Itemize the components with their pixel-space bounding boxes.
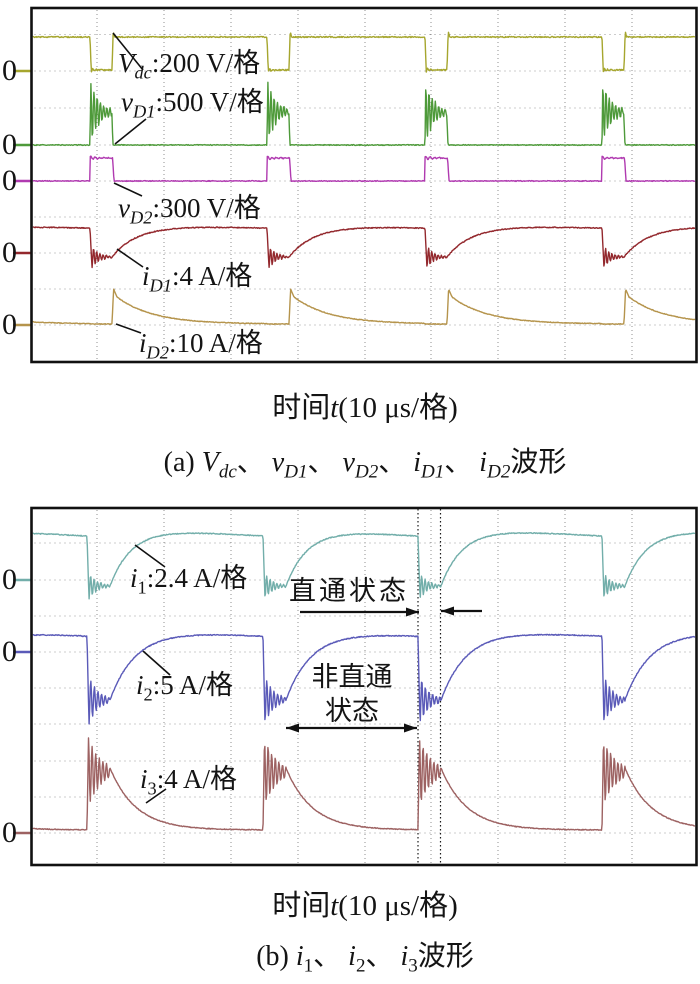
zero-label-i3: 0 [2,816,17,849]
non-shoot-through-state-label: 非直通 状态 [302,660,402,728]
panel-caption-a: (a) Vdc、 vD1、 vD2、 iD1、 iD2波形 [163,447,567,483]
non-shoot-line2: 状态 [325,696,379,726]
zero-label-id1: 0 [2,236,17,269]
zero-label-vdc: 0 [2,54,17,87]
zero-label-i1: 0 [2,563,17,596]
panel-caption-b: (b) i1、 i2、 i3波形 [256,941,474,977]
trace-label-i1: i1:2.4 A/格 [130,563,248,598]
trace-label-vd2: vD2:300 V/格 [118,193,261,228]
non-shoot-line1: 非直通 [311,662,393,692]
zero-label-i2: 0 [2,635,17,668]
zero-label-vd2: 0 [2,164,17,197]
shoot-through-state-label: 直通状态 [289,576,409,606]
trace-label-vdc: Vdc:200 V/格 [118,48,261,83]
trace-label-id1: iD1:4 A/格 [142,261,253,296]
zero-label-id2: 0 [2,308,17,341]
trace-label-i2: i2:5 A/格 [136,670,233,705]
xaxis-label-a: 时间t(10 μs/格) [272,392,458,424]
trace-label-id2: iD2:10 A/格 [139,328,263,363]
xaxis-label-b: 时间t(10 μs/格) [272,890,458,922]
trace-label-i3: i3:4 A/格 [140,764,237,799]
zero-label-vd1: 0 [2,128,17,161]
trace-label-vd1: vD1:500 V/格 [121,87,264,122]
